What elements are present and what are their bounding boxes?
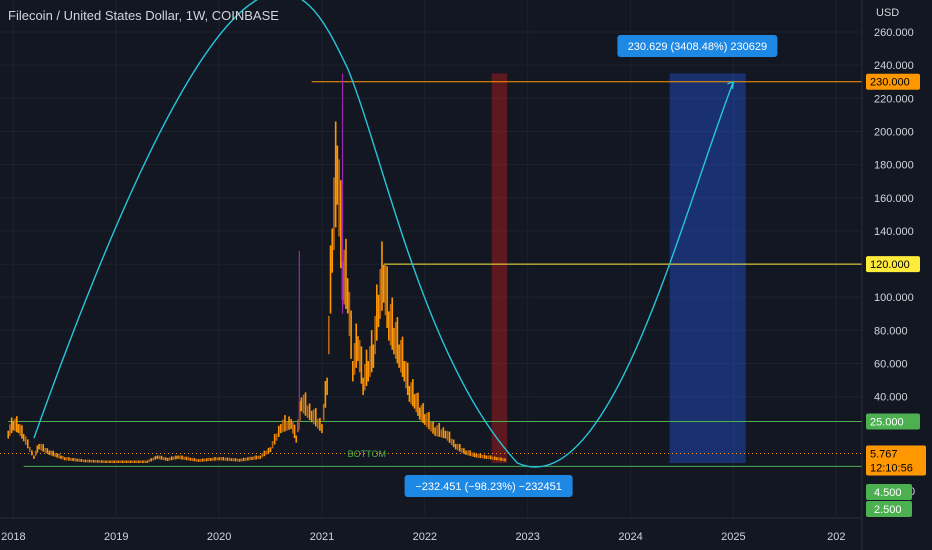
currency-label: USD [876, 7, 900, 19]
price-tag-4500: 4.500 [866, 484, 912, 500]
price-tag-4500-bg [866, 484, 912, 500]
y-tick-label: 40.000 [874, 392, 908, 404]
y-tick-label: 200.000 [874, 126, 914, 138]
price-tag-230-bg [866, 73, 920, 90]
y-tick-label: 220.000 [874, 93, 914, 105]
x-tick-label: 202 [827, 531, 845, 543]
y-tick-label: 80.000 [874, 325, 908, 337]
price-tag-2500: 2.500 [866, 501, 912, 517]
bottom-zone-box [491, 73, 508, 463]
price-tag-120-text: 120.000 [870, 259, 910, 271]
y-tick-label: 160.000 [874, 193, 914, 205]
price-tag-25-bg [866, 413, 920, 430]
price-tag-25-text: 25.000 [870, 417, 904, 429]
countdown-text: 12:10:56 [870, 462, 913, 474]
price-tag-current-bg [866, 445, 926, 476]
measure-up-badge-bg [617, 35, 778, 57]
x-tick-label: 2020 [207, 531, 231, 543]
measure-down-badge-text: −232.451 (−98.23%) −232451 [415, 481, 562, 493]
bottom-label: BOTTOM [348, 449, 386, 459]
projection-arrow-head [727, 80, 735, 89]
x-tick-label: 2021 [310, 531, 334, 543]
price-tag-2500-bg [866, 501, 912, 517]
measure-zone-box [669, 73, 746, 463]
y-tick-label: 260.000 [874, 27, 914, 39]
price-tag-230-text: 230.000 [870, 77, 910, 89]
y-tick-label: 140.000 [874, 226, 914, 238]
price-tag-2500-text: 2.500 [874, 504, 902, 516]
current-price-text: 5.767 [870, 448, 898, 460]
price-tag-4500-text: 4.500 [874, 487, 902, 499]
y-tick-label: 0 [909, 486, 915, 498]
x-tick-label: 2024 [618, 531, 642, 543]
y-tick-label: 180.000 [874, 160, 914, 172]
price-tag-25: 25.000 [866, 413, 920, 430]
price-tag-current: 5.767 12:10:56 [866, 445, 926, 476]
measure-down-badge-bg [404, 475, 573, 497]
x-tick-label: 2025 [721, 531, 745, 543]
price-series [7, 73, 506, 463]
x-tick-label: 2019 [104, 531, 128, 543]
price-tag-120-bg [866, 256, 920, 273]
projection-curve [33, 0, 735, 468]
measure-up-badge-text: 230.629 (3408.48%) 230629 [628, 41, 767, 53]
y-tick-label: 240.000 [874, 60, 914, 72]
measure-up-badge: 230.629 (3408.48%) 230629 [617, 35, 778, 57]
price-tag-120: 120.000 [866, 256, 920, 273]
measure-down-badge: −232.451 (−98.23%) −232451 [404, 475, 573, 497]
x-tick-label: 2023 [515, 531, 539, 543]
x-tick-label: 2018 [1, 531, 25, 543]
y-tick-label: 60.000 [874, 359, 908, 371]
y-tick-label: 100.000 [874, 292, 914, 304]
price-tag-230: 230.000 [866, 73, 920, 90]
chart-title: Filecoin / United States Dollar, 1W, COI… [8, 8, 279, 23]
x-tick-label: 2022 [413, 531, 437, 543]
